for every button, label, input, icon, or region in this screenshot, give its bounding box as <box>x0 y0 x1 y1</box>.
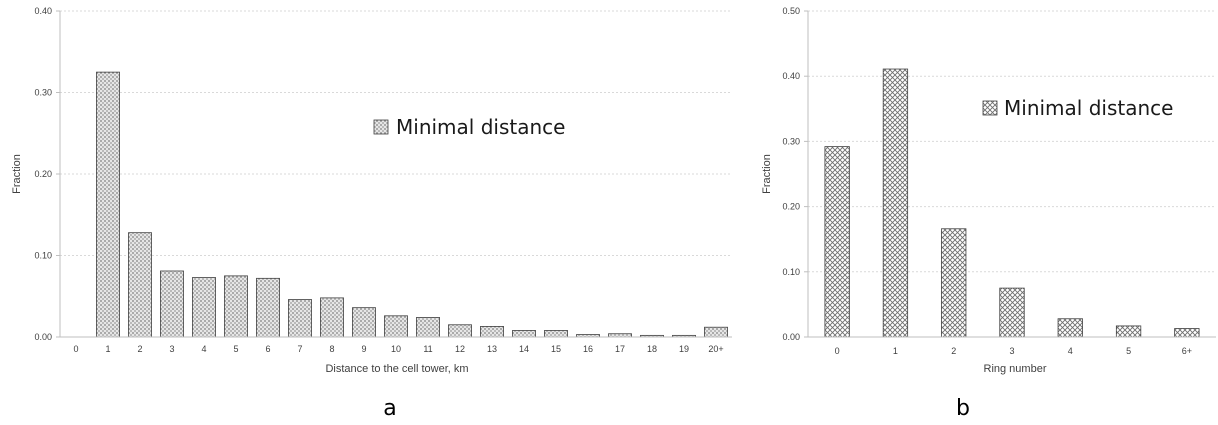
chart-a-x-tick-label: 8 <box>329 344 334 354</box>
chart-a-bar-12 <box>448 324 472 338</box>
chart-a-bar-6 <box>256 277 280 338</box>
chart-b-legend-swatch <box>982 100 998 116</box>
chart-b-x-tick-label: 4 <box>1068 346 1073 356</box>
chart-a-legend-swatch <box>373 119 389 135</box>
chart-a-y-axis-title: Fraction <box>11 154 23 194</box>
chart-b-x-axis-title: Ring number <box>984 363 1047 375</box>
chart-a-x-tick-labels: 0 1 2 3 4 5 6 7 8 9 10 11 12 13 14 15 16 17 18 19 20+ <box>73 344 723 354</box>
chart-b-y-tick-label: 0.50 <box>782 6 800 16</box>
chart-a-y-tick-label: 0.00 <box>34 332 52 342</box>
chart-a-bar-10 <box>384 315 408 338</box>
chart-a-bar-2 <box>128 232 152 338</box>
chart-a-x-tick-label: 19 <box>679 344 689 354</box>
chart-a-x-tick-label: 16 <box>583 344 593 354</box>
chart-b-bar-1 <box>882 68 909 338</box>
chart-b-gridlines <box>808 10 1216 273</box>
chart-b-legend: Minimal distance <box>982 96 1173 120</box>
chart-b-axes <box>804 10 1216 338</box>
chart-a-x-tick-label: 4 <box>201 344 206 354</box>
chart-a-axes <box>56 10 732 338</box>
chart-a-x-tick-label: 0 <box>73 344 78 354</box>
chart-b-x-tick-label: 3 <box>1009 346 1014 356</box>
chart-b-y-axis-title: Fraction <box>761 154 773 194</box>
chart-b-y-tick-label: 0.30 <box>782 136 800 146</box>
chart-a-y-tick-label: 0.40 <box>34 6 52 16</box>
chart-a-x-tick-label: 17 <box>615 344 625 354</box>
chart-a-distance-distribution: 0.000.100.200.300.40 0 1 2 3 4 5 6 7 8 9 10 11 12 13 1… <box>11 6 732 421</box>
chart-a-x-tick-label: 9 <box>361 344 366 354</box>
chart-b-ring-distribution: 0.00 0.10 0.20 0.30 0.40 0.50 0 1 2 3 4 5 6+ Fracti… <box>761 6 1216 421</box>
chart-b-x-tick-label: 5 <box>1126 346 1131 356</box>
chart-a-y-tick-label: 0.10 <box>34 251 52 261</box>
chart-a-bar-9 <box>352 307 376 338</box>
chart-a-gridlines <box>60 10 732 256</box>
chart-a-x-tick-label: 5 <box>233 344 238 354</box>
chart-b-bar-5 <box>1115 325 1142 338</box>
chart-a-bar-7 <box>288 299 312 338</box>
chart-a-x-tick-label: 6 <box>265 344 270 354</box>
chart-a-bar-8 <box>320 297 344 338</box>
chart-b-y-tick-label: 0.40 <box>782 71 800 81</box>
chart-b-bars <box>824 68 1200 338</box>
chart-b-x-tick-labels: 0 1 2 3 4 5 6+ <box>835 346 1192 356</box>
chart-a-panel-label: a <box>383 396 396 421</box>
chart-b-y-tick-label: 0.20 <box>782 202 800 212</box>
chart-b-x-tick-label: 6+ <box>1182 346 1192 356</box>
chart-a-bar-20+ <box>704 326 728 338</box>
chart-a-bar-4 <box>192 277 216 338</box>
chart-b-y-tick-label: 0.00 <box>782 332 800 342</box>
chart-a-bar-14 <box>512 330 536 338</box>
chart-b-y-tick-labels: 0.00 0.10 0.20 0.30 0.40 0.50 <box>782 6 800 342</box>
chart-a-x-tick-label: 13 <box>487 344 497 354</box>
chart-a-y-tick-labels: 0.00 0.10 0.20 0.30 0.40 <box>34 6 52 342</box>
chart-a-y-tick-label: 0.20 <box>34 169 52 179</box>
chart-b-x-tick-label: 0 <box>835 346 840 356</box>
chart-a-x-tick-label: 12 <box>455 344 465 354</box>
chart-a-x-tick-label: 1 <box>105 344 110 354</box>
chart-a-x-tick-label: 7 <box>297 344 302 354</box>
chart-b-x-tick-label: 2 <box>951 346 956 356</box>
chart-b-bar-0 <box>824 146 850 338</box>
chart-a-bar-1 <box>96 71 120 338</box>
chart-a-x-tick-label: 14 <box>519 344 529 354</box>
chart-a-legend-label: Minimal distance <box>396 115 565 139</box>
chart-b-y-tick-label: 0.10 <box>782 267 800 277</box>
chart-a-x-tick-label: 15 <box>551 344 561 354</box>
chart-b-panel-label: b <box>956 396 970 421</box>
chart-a-bar-11 <box>416 317 440 338</box>
chart-a-legend: Minimal distance <box>373 115 565 139</box>
chart-a-x-axis-title: Distance to the cell tower, km <box>325 363 468 375</box>
chart-a-x-tick-label: 11 <box>423 344 432 354</box>
chart-b-bar-4 <box>1057 318 1083 338</box>
chart-b-bar-6+ <box>1174 328 1200 338</box>
chart-a-x-tick-label: 10 <box>391 344 401 354</box>
chart-b-legend-label: Minimal distance <box>1004 96 1173 120</box>
chart-b-bar-2 <box>941 228 967 338</box>
chart-a-x-tick-label: 20+ <box>708 344 723 354</box>
chart-a-bar-13 <box>480 326 504 338</box>
chart-a-bar-5 <box>224 275 248 338</box>
chart-a-y-tick-label: 0.30 <box>34 88 52 98</box>
chart-a-x-tick-label: 3 <box>169 344 174 354</box>
chart-b-x-tick-label: 1 <box>893 346 898 356</box>
chart-a-bar-3 <box>160 270 184 338</box>
chart-a-x-tick-label: 18 <box>647 344 657 354</box>
chart-a-bars <box>96 71 728 338</box>
chart-a-x-tick-label: 2 <box>137 344 142 354</box>
chart-a-bar-15 <box>544 330 568 338</box>
chart-b-bar-3 <box>999 287 1025 338</box>
